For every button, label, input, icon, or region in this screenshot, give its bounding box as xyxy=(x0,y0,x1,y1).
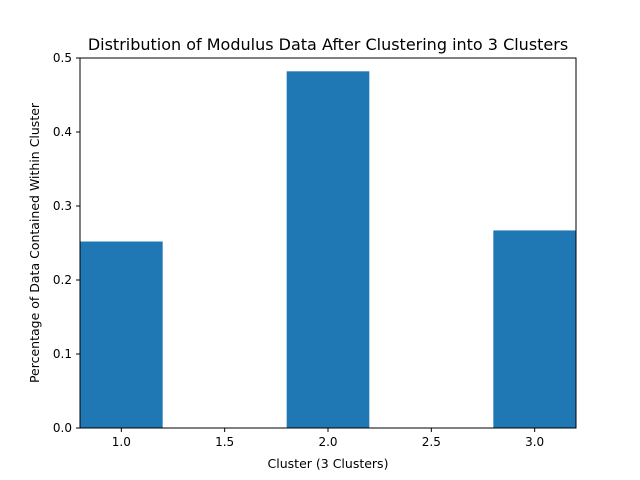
x-axis-ticks: 1.0 1.5 2.0 2.5 3.0 xyxy=(112,428,544,449)
plot-frame xyxy=(79,57,577,429)
bars-group xyxy=(80,71,576,428)
bar-cluster-2 xyxy=(286,71,370,428)
y-tick-label: 0.5 xyxy=(53,51,72,65)
x-axis-label: Cluster (3 Clusters) xyxy=(268,456,389,471)
bar-cluster-3 xyxy=(493,230,576,428)
x-tick-label: 2.5 xyxy=(422,435,441,449)
y-tick-label: 0.3 xyxy=(53,199,72,213)
y-tick-label: 0.2 xyxy=(53,273,72,287)
y-tick-label: 0.1 xyxy=(53,347,72,361)
x-tick-label: 1.5 xyxy=(215,435,234,449)
y-tick-label: 0.4 xyxy=(53,125,72,139)
x-tick-label: 2.0 xyxy=(318,435,337,449)
y-axis-ticks: 0.0 0.1 0.2 0.3 0.4 0.5 xyxy=(53,51,80,435)
y-tick-label: 0.0 xyxy=(53,421,72,435)
bar-cluster-1 xyxy=(80,241,163,428)
chart-title: Distribution of Modulus Data After Clust… xyxy=(88,35,568,54)
x-tick-label: 1.0 xyxy=(112,435,131,449)
y-axis-label: Percentage of Data Contained Within Clus… xyxy=(27,102,42,383)
x-tick-label: 3.0 xyxy=(525,435,544,449)
